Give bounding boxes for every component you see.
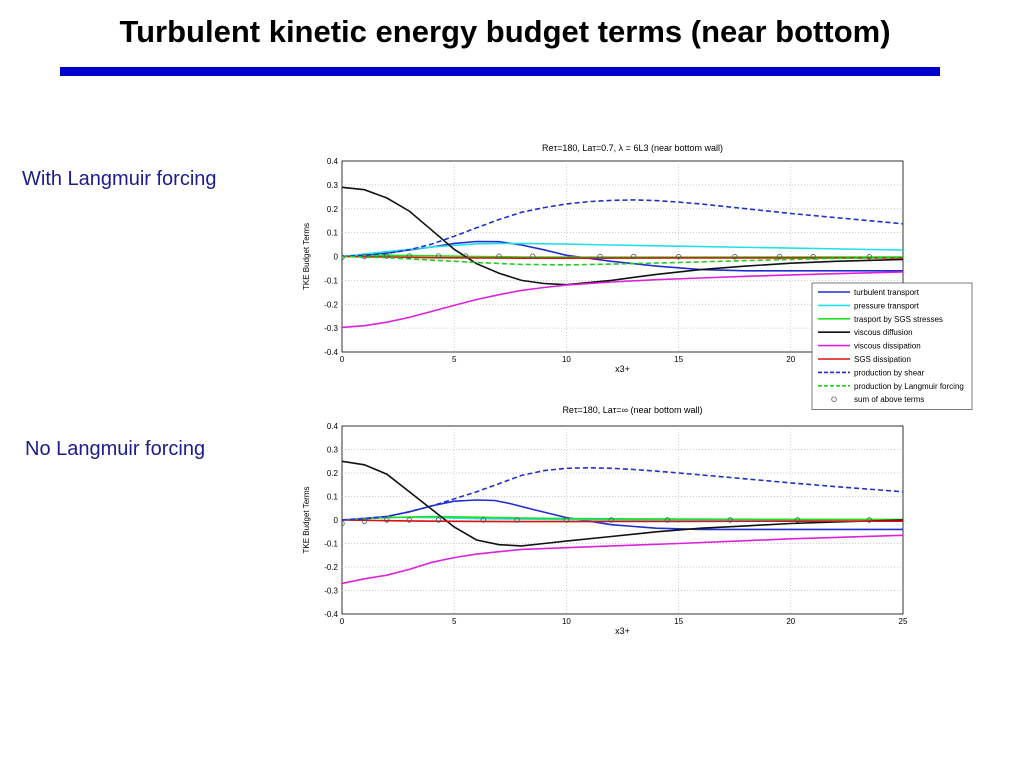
y-tick-label: -0.4: [324, 610, 338, 619]
data-point-series-8: [514, 517, 520, 523]
label-no-langmuir: No Langmuir forcing: [25, 438, 206, 460]
y-tick-label: 0.3: [327, 181, 339, 190]
data-point-series-8: [563, 517, 570, 523]
legend-marker: [831, 396, 837, 402]
data-point-series-8: [435, 517, 442, 523]
y-tick-label: 0.1: [327, 493, 339, 502]
chart-panel-2: -0.4 -0.3 -0.2 -0.1 0 0.1 0.2 0.3 0.4 0 5 10 15 20 25 R…: [302, 405, 908, 636]
y-tick-label: -0.4: [324, 348, 338, 357]
legend-entry: sum of above terms: [854, 395, 924, 404]
series-line-viscous-diffusion: [342, 186, 903, 286]
series-line-series-3: [342, 515, 903, 521]
data-point-series-8: [664, 517, 671, 523]
data-point-sum-of-above-terms: [361, 253, 368, 260]
data-point-sum-of-above-terms: [675, 254, 682, 260]
y-tick-label: -0.3: [324, 587, 338, 596]
series-line-viscous-dissipation: [342, 271, 903, 329]
y-tick-label: -0.2: [324, 563, 338, 572]
y-axis-label: TKE Budget Terms: [302, 487, 311, 554]
legend-entry: trasport by SGS stresses: [854, 315, 943, 324]
series-group: [342, 460, 903, 585]
x-tick-label: 0: [340, 617, 345, 626]
x-tick-label: 25: [899, 617, 908, 626]
x-tick-label: 20: [786, 355, 795, 364]
legend-entry: pressure transport: [854, 301, 920, 310]
data-point-series-8: [406, 517, 413, 523]
data-point-sum-of-above-terms: [631, 253, 637, 260]
slide-title: Turbulent kinetic energy budget terms (n…: [119, 14, 891, 49]
data-point-sum-of-above-terms: [866, 254, 873, 260]
y-tick-label: 0.4: [327, 157, 339, 166]
y-tick-label: 0: [334, 253, 339, 262]
data-point-series-8: [384, 517, 390, 523]
y-tick-label: 0.3: [327, 446, 339, 455]
legend-entry: viscous diffusion: [854, 328, 913, 337]
chart-title: Reτ=180, Laτ=∞ (near bottom wall): [562, 405, 702, 415]
x-tick-label: 10: [562, 355, 571, 364]
data-point-series-8: [866, 517, 873, 523]
series-line-production-by-shear: [342, 199, 903, 258]
y-tick-label: 0.2: [327, 469, 339, 478]
data-point-sum-of-above-terms: [496, 253, 502, 259]
data-point-series-8: [361, 518, 368, 524]
legend-entry: SGS dissipation: [854, 355, 911, 364]
series-line-series-6: [342, 519, 903, 523]
y-tick-label: -0.3: [324, 324, 338, 333]
series-line-series-1: [342, 499, 903, 531]
data-point-series-8: [794, 517, 801, 523]
legend-entry: production by shear: [854, 368, 925, 377]
series-line-series-4: [342, 460, 903, 547]
y-axis-label: TKE Budget Terms: [302, 223, 311, 290]
data-point-series-8: [727, 517, 733, 523]
data-point-sum-of-above-terms: [776, 254, 783, 260]
y-tick-label: -0.1: [324, 276, 338, 285]
data-point-sum-of-above-terms: [530, 253, 536, 259]
x-axis-label: x3+: [615, 364, 630, 374]
x-tick-label: 5: [452, 355, 457, 364]
x-tick-label: 0: [340, 355, 345, 364]
series-line-turbulent-transport: [342, 240, 903, 272]
series-line-sgs-dissipation: [342, 255, 903, 260]
x-tick-label: 15: [674, 355, 683, 364]
x-tick-label: 20: [786, 617, 795, 626]
data-point-series-8: [480, 517, 487, 523]
data-point-sum-of-above-terms: [810, 254, 816, 260]
data-point-series-8: [342, 520, 345, 527]
data-point-sum-of-above-terms: [462, 253, 469, 259]
y-tick-label: 0.2: [327, 205, 339, 214]
y-tick-label: 0.4: [327, 422, 339, 431]
x-tick-label: 5: [452, 617, 457, 626]
y-tick-label: -0.2: [324, 300, 338, 309]
data-point-series-8: [608, 517, 614, 523]
series-line-trasport-by-sgs-stresses: [342, 254, 903, 259]
data-point-sum-of-above-terms: [435, 253, 442, 259]
data-point-sum-of-above-terms: [406, 253, 413, 259]
series-line-series-5: [342, 534, 903, 585]
data-point-sum-of-above-terms: [342, 254, 345, 260]
legend-entry: viscous dissipation: [854, 342, 921, 351]
series-line-series-7: [342, 466, 903, 521]
legend-entry: production by Langmuir forcing: [854, 382, 964, 391]
chart-panel-1: -0.4 -0.3 -0.2 -0.1 0 0.1 0.2 0.3 0.4 0 5 10 15 20 Reτ…: [302, 143, 973, 410]
data-point-sum-of-above-terms: [597, 253, 603, 260]
x-axis-label: x3+: [615, 626, 630, 636]
chart-title: Reτ=180, Laτ=0.7, λ = 6L3 (near bottom w…: [542, 143, 723, 153]
data-point-sum-of-above-terms: [384, 253, 390, 259]
legend: turbulent transport pressure transport tra…: [811, 282, 973, 410]
x-tick-label: 15: [674, 617, 683, 626]
y-tick-label: 0.1: [327, 229, 339, 238]
x-tick-label: 10: [562, 617, 571, 626]
data-point-sum-of-above-terms: [732, 254, 738, 260]
legend-entry: turbulent transport: [854, 288, 920, 297]
y-tick-label: 0: [334, 516, 339, 525]
label-with-langmuir: With Langmuir forcing: [22, 168, 217, 190]
title-rule: [60, 67, 940, 76]
y-tick-label: -0.1: [324, 540, 338, 549]
series-line-production-by-langmuir-forcing: [342, 255, 903, 266]
series-group: [342, 186, 903, 329]
